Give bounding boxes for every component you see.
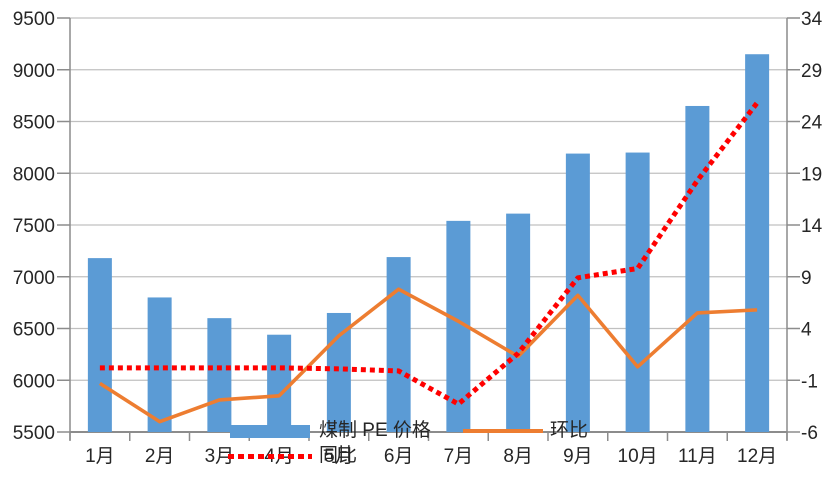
bar-12月 [745, 54, 770, 432]
left-axis-label: 7500 [13, 216, 55, 237]
bar-11月 [685, 105, 710, 432]
right-axis-label: 24 [801, 113, 823, 134]
left-axis-label: 6500 [13, 320, 55, 341]
x-axis-label: 5月 [324, 446, 354, 467]
x-axis-label: 1月 [85, 446, 115, 467]
x-axis-label: 10月 [618, 446, 658, 467]
bar-1月 [87, 258, 112, 432]
right-axis-label: 19 [801, 164, 822, 185]
right-axis-label: 29 [801, 61, 822, 82]
right-axis-label: -1 [801, 371, 818, 392]
legend-item-pe-price: 煤制 PE 价格 [230, 420, 431, 442]
bar-4月 [267, 334, 292, 432]
x-axis-label: 9月 [563, 446, 593, 467]
x-axis-label: 7月 [444, 446, 474, 467]
legend-label-tongbi: 同比 [319, 445, 358, 466]
left-axis-label: 9000 [13, 61, 55, 82]
right-axis-label: 9 [801, 268, 812, 289]
line-同比 [99, 101, 760, 407]
bar-8月 [506, 213, 531, 432]
bar-3月 [207, 318, 232, 432]
right-axis-label: 34 [801, 9, 823, 30]
x-axis-label: 8月 [503, 446, 533, 467]
right-axis-label: 4 [801, 320, 812, 341]
left-axis-label: 8000 [13, 164, 55, 185]
legend-bar-swatch [230, 424, 310, 438]
legend-label-huanbi: 环比 [550, 420, 589, 441]
bar-10月 [625, 152, 650, 433]
bar-5月 [326, 312, 351, 432]
left-axis-label: 8500 [13, 113, 55, 134]
bar-9月 [565, 153, 590, 432]
right-axis-label: 14 [801, 216, 823, 237]
left-axis-label: 9500 [13, 9, 55, 30]
x-axis-label: 6月 [384, 446, 414, 467]
bar-2月 [147, 297, 172, 432]
legend-line-swatch [463, 429, 543, 433]
x-axis-label: 2月 [145, 446, 175, 467]
x-axis-label: 11月 [678, 446, 717, 467]
x-axis-label: 12月 [737, 446, 777, 467]
x-axis-label: 3月 [205, 446, 235, 467]
left-axis-label: 7000 [13, 268, 55, 289]
left-axis-label: 5500 [13, 423, 55, 444]
legend-label-pe-price: 煤制 PE 价格 [319, 420, 431, 441]
bar-6月 [386, 257, 411, 432]
line-环比 [98, 287, 758, 424]
right-axis-label: -6 [801, 423, 818, 444]
legend-dotted-swatch [228, 453, 312, 459]
legend-item-tongbi: 同比 [228, 445, 357, 467]
left-axis-label: 6000 [13, 371, 55, 392]
legend-item-huanbi: 环比 [463, 420, 588, 442]
